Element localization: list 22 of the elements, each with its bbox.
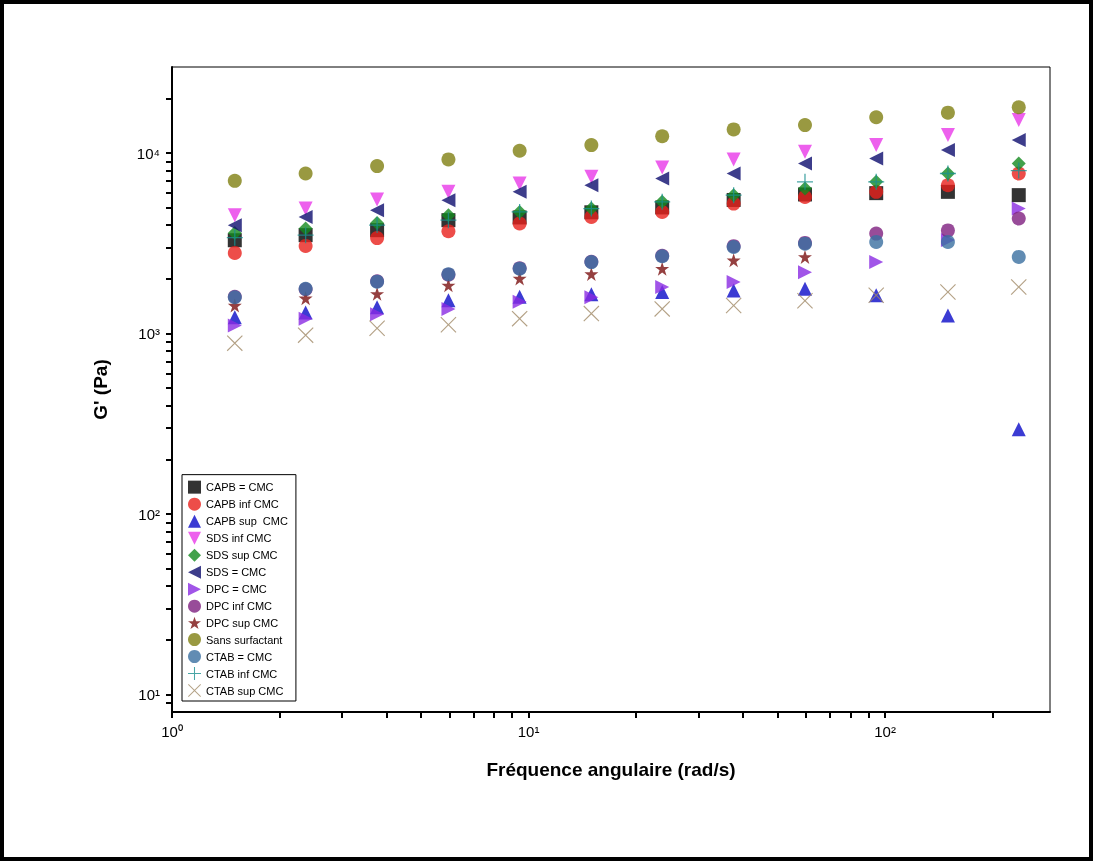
- y-tick-label: 10²: [138, 505, 160, 523]
- y-tick-label: 10⁴: [136, 144, 160, 162]
- legend-label: DPC sup CMC: [206, 616, 279, 629]
- legend-label: SDS = CMC: [206, 566, 267, 579]
- x-axis-title: Fréquence angulaire (rad/s): [486, 759, 736, 780]
- legend-label: CTAB = CMC: [206, 650, 273, 663]
- y-tick-label: 10¹: [138, 686, 160, 704]
- y-tick-label: 10³: [138, 325, 160, 343]
- legend-label: DPC = CMC: [206, 583, 267, 596]
- legend-label: CAPB = CMC: [206, 481, 274, 494]
- y-axis-title: G' (Pa): [90, 359, 111, 420]
- x-tick-label: 10¹: [517, 723, 540, 740]
- legend-label: Sans surfactant: [206, 633, 283, 646]
- x-tick-label: 10²: [874, 723, 896, 740]
- legend-label: CAPB inf CMC: [206, 498, 279, 511]
- legend-label: CTAB inf CMC: [206, 667, 278, 680]
- legend-label: CTAB sup CMC: [206, 684, 284, 697]
- legend-label: DPC inf CMC: [206, 600, 273, 613]
- legend-label: SDS inf CMC: [206, 532, 272, 545]
- legend-label: SDS sup CMC: [206, 549, 278, 562]
- legend-label: CAPB sup CMC: [206, 515, 288, 528]
- x-tick-label: 10⁰: [161, 723, 183, 740]
